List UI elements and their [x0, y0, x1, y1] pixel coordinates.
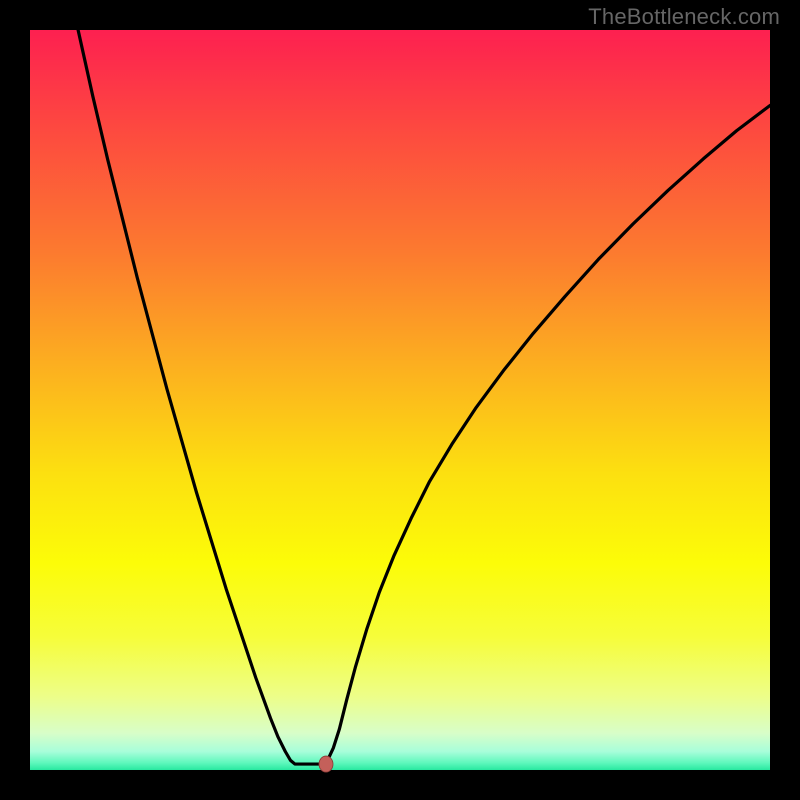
- gradient-background: [30, 30, 770, 770]
- optimal-point-marker: [319, 756, 333, 772]
- bottleneck-chart: [0, 0, 800, 800]
- chart-frame: TheBottleneck.com: [0, 0, 800, 800]
